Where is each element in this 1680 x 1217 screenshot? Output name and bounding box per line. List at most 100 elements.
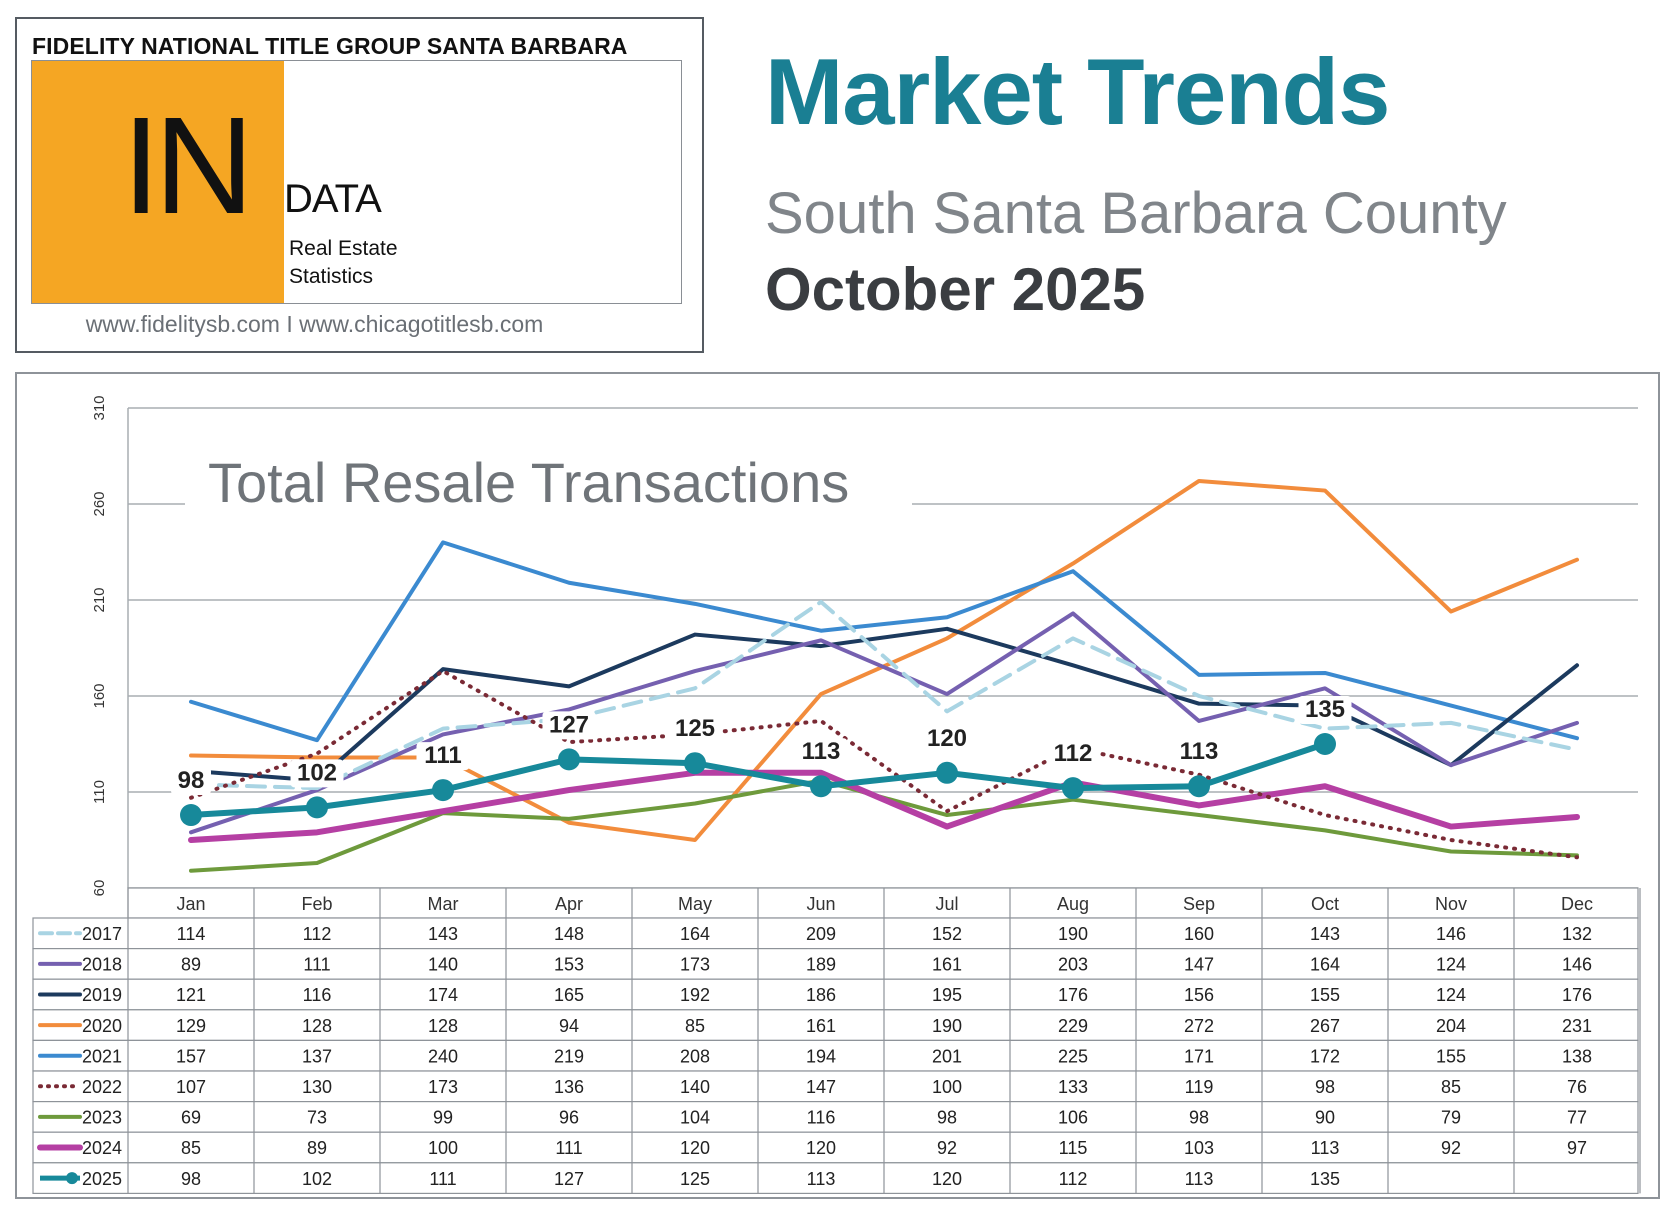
table-cell: 85 [685, 1016, 705, 1036]
table-row [32, 1100, 1639, 1133]
table-cell: 160 [1184, 924, 1214, 944]
data-point-2025 [810, 775, 832, 798]
data-point-2025 [936, 761, 958, 784]
data-label-bg [668, 715, 722, 744]
legend-label-2023: 2023 [82, 1108, 122, 1128]
data-point-2025 [558, 748, 580, 771]
table-cell: 90 [1315, 1108, 1335, 1128]
table-cell: 195 [932, 985, 962, 1005]
table-cell: 85 [181, 1138, 201, 1158]
data-label-2025: 127 [549, 711, 589, 738]
table-cell: 171 [1184, 1046, 1214, 1066]
table-cell: 116 [807, 1108, 836, 1128]
logo-in-text: IN [122, 89, 254, 243]
table-cell: 164 [1310, 955, 1340, 975]
table-cell: 190 [1058, 924, 1088, 944]
table-cell: 137 [302, 1046, 332, 1066]
table-cell: 133 [1058, 1077, 1088, 1097]
table-cell: 111 [303, 955, 330, 975]
legend-label-2021: 2021 [82, 1046, 122, 1066]
month-header: Apr [555, 894, 583, 914]
series-line-2022 [189, 669, 1579, 860]
table-cell: 104 [680, 1108, 710, 1128]
table-cell: 201 [932, 1046, 962, 1066]
table-cell: 89 [181, 955, 201, 975]
table-cell: 194 [806, 1046, 836, 1066]
data-label-2025: 113 [802, 738, 841, 765]
company-name: FIDELITY NATIONAL TITLE GROUP SANTA BARB… [32, 33, 628, 59]
table-cell: 121 [176, 985, 206, 1005]
table-cell: 99 [433, 1108, 453, 1128]
logo-data-text: DATA [284, 177, 382, 221]
logo-box: FIDELITY NATIONAL TITLE GROUP SANTA BARB… [15, 17, 704, 353]
table-cell: 113 [1311, 1138, 1340, 1158]
table-cell: 107 [176, 1077, 206, 1097]
data-label-bg [1172, 738, 1226, 767]
series-line-2017 [189, 599, 1579, 791]
data-point-2025 [432, 779, 454, 802]
table-cell: 173 [428, 1077, 458, 1097]
data-label-2025: 112 [1054, 740, 1093, 767]
table-cell: 267 [1310, 1016, 1340, 1036]
table-cell: 161 [806, 1016, 836, 1036]
data-label-bg [416, 742, 470, 771]
table-cell: 148 [554, 924, 584, 944]
month-header: Nov [1435, 894, 1467, 914]
table-cell: 89 [307, 1138, 327, 1158]
table-cell: 85 [1441, 1077, 1461, 1097]
table-cell: 128 [428, 1016, 458, 1036]
table-cell: 186 [806, 985, 836, 1005]
table-cell: 136 [554, 1077, 584, 1097]
table-cell: 189 [806, 955, 836, 975]
data-label-2025: 102 [297, 759, 337, 786]
series-line-2021 [189, 540, 1579, 743]
data-label-bg [1298, 696, 1352, 724]
table-cell: 92 [1441, 1138, 1461, 1158]
logo-orange-block [32, 61, 284, 303]
data-label-bg [1046, 740, 1100, 769]
website-links[interactable]: www.fidelitysb.com I www.chicagotitlesb.… [85, 311, 544, 337]
logo-panel: IN DATA Real Estate Statistics [31, 60, 682, 304]
table-cell: 135 [1310, 1169, 1340, 1189]
table-row [32, 917, 1639, 950]
table-cell: 97 [1567, 1138, 1587, 1158]
table-cell: 155 [1310, 985, 1340, 1005]
region-subtitle: South Santa Barbara County [765, 181, 1507, 246]
table-cell: 173 [680, 955, 710, 975]
table-cell: 225 [1058, 1046, 1088, 1066]
data-point-2025 [180, 804, 202, 827]
table-cell: 98 [937, 1108, 957, 1128]
month-header: Jan [176, 894, 205, 914]
table-cell: 219 [554, 1046, 584, 1066]
table-cell: 152 [932, 924, 962, 944]
table-row [32, 978, 1639, 1011]
table-cell: 103 [1184, 1138, 1214, 1158]
table-cell: 115 [1059, 1138, 1088, 1158]
month-header: May [678, 894, 712, 914]
month-header: Mar [428, 894, 459, 914]
table-cell: 204 [1436, 1016, 1466, 1036]
table-cell: 156 [1184, 985, 1214, 1005]
month-header: Oct [1311, 894, 1339, 914]
table-cell: 129 [176, 1016, 206, 1036]
table-cell: 143 [1310, 924, 1340, 944]
data-label-bg [542, 711, 596, 740]
table-cell: 229 [1058, 1016, 1088, 1036]
month-header: Jun [806, 894, 835, 914]
table-cell: 147 [1184, 955, 1214, 975]
table-cell: 125 [680, 1169, 710, 1189]
table-cell: 231 [1562, 1016, 1592, 1036]
month-header: Aug [1057, 894, 1089, 914]
month-header: Dec [1561, 894, 1593, 914]
table-cell: 76 [1567, 1077, 1587, 1097]
data-point-2025 [1188, 775, 1210, 798]
table-cell: 120 [806, 1138, 836, 1158]
table-cell: 92 [937, 1138, 957, 1158]
table-cell: 120 [680, 1138, 710, 1158]
table-row [32, 1131, 1639, 1164]
table-cell: 143 [428, 924, 458, 944]
table-cell: 209 [806, 924, 836, 944]
table-cell: 79 [1441, 1108, 1461, 1128]
data-label-bg [920, 724, 974, 753]
